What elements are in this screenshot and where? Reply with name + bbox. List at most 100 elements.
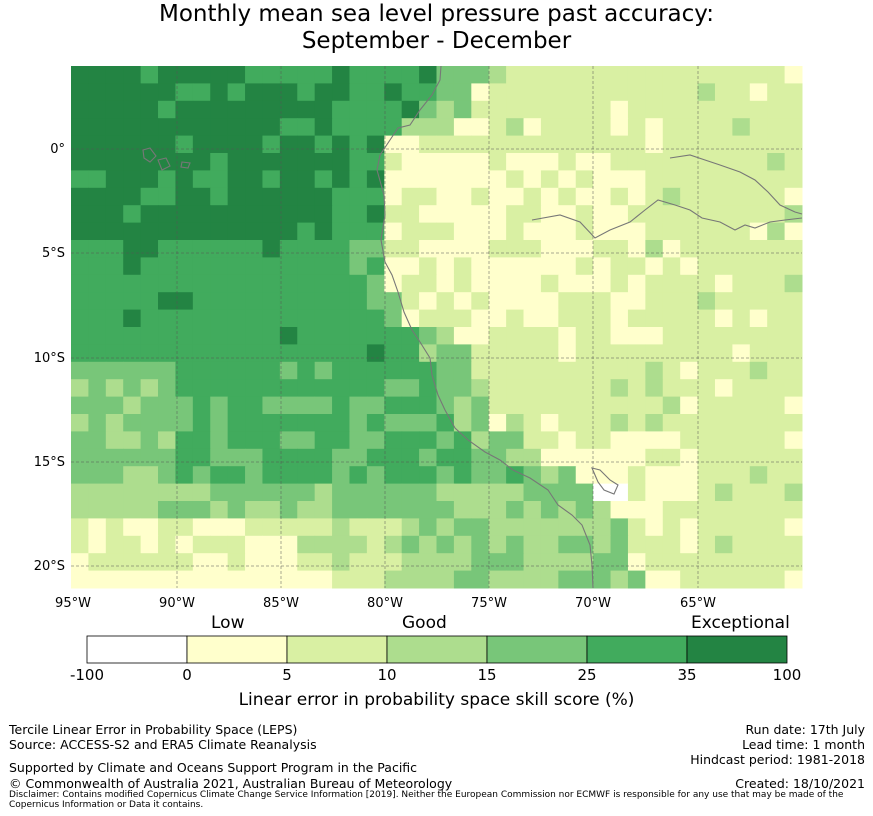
- map-cell: [105, 100, 124, 119]
- map-cell: [140, 100, 159, 119]
- map-cell: [627, 240, 646, 258]
- map-cell: [140, 396, 159, 415]
- map-cell: [732, 535, 751, 554]
- map-cell: [419, 518, 437, 537]
- map-cell: [697, 309, 716, 328]
- map-cell: [140, 83, 159, 102]
- map-cell: [732, 153, 751, 171]
- map-cell: [453, 466, 472, 485]
- map-cell: [680, 344, 699, 363]
- map-cell: [401, 518, 420, 537]
- map-cell: [488, 135, 507, 154]
- map-cell: [384, 292, 403, 311]
- map-cell: [610, 170, 629, 189]
- map-cell: [732, 414, 751, 432]
- map-cell: [627, 135, 646, 154]
- map-cell: [175, 100, 194, 119]
- map-cell: [558, 553, 577, 572]
- map-cell: [123, 205, 142, 224]
- map-cell: [105, 118, 124, 137]
- map-cell: [140, 501, 159, 519]
- map-cell: [697, 501, 716, 519]
- map-cell: [714, 187, 733, 206]
- map-cell: [714, 518, 733, 537]
- map-cell: [262, 292, 281, 311]
- map-cell: [71, 240, 89, 258]
- map-cell: [88, 379, 107, 398]
- map-cell: [401, 431, 420, 450]
- map-cell: [314, 396, 333, 415]
- map-cell: [227, 431, 246, 450]
- map-cell: [140, 379, 159, 398]
- map-cell: [245, 100, 263, 119]
- lake-titicaca: [591, 467, 619, 495]
- map-cell: [488, 170, 507, 189]
- map-cell: [158, 553, 176, 572]
- map-cell: [471, 118, 490, 137]
- map-cell: [123, 448, 142, 467]
- map-cell: [314, 414, 333, 432]
- map-cell: [192, 274, 211, 293]
- map-cell: [540, 448, 559, 467]
- map-cell: [227, 570, 246, 589]
- map-cell: [262, 379, 281, 398]
- map-cell: [697, 448, 716, 467]
- map-cell: [506, 257, 525, 276]
- map-cell: [105, 170, 124, 189]
- map-cell: [71, 257, 89, 276]
- map-cell: [749, 448, 768, 467]
- map-cell: [506, 240, 525, 258]
- map-cell: [262, 501, 281, 519]
- map-cell: [210, 327, 229, 345]
- map-cell: [384, 361, 403, 380]
- map-cell: [366, 344, 385, 363]
- map-cell: [245, 274, 263, 293]
- map-cell: [506, 292, 525, 311]
- map-cell: [419, 66, 437, 84]
- map-cell: [593, 153, 612, 171]
- map-cell: [332, 466, 350, 485]
- map-cell: [71, 309, 89, 328]
- map-cell: [471, 187, 490, 206]
- map-cell: [627, 361, 646, 380]
- map-cell: [384, 483, 403, 502]
- map-cell: [453, 222, 472, 241]
- map-cell: [210, 222, 229, 241]
- map-cell: [227, 483, 246, 502]
- map-cell: [488, 344, 507, 363]
- map-cell: [680, 83, 699, 102]
- colorbar-segment: [186, 635, 288, 664]
- map-cell: [71, 553, 89, 572]
- map-cell: [401, 153, 420, 171]
- map-cell: [436, 518, 455, 537]
- map-cell: [262, 518, 281, 537]
- map-cell: [680, 431, 699, 450]
- map-cell: [662, 553, 681, 572]
- map-cell: [88, 135, 107, 154]
- map-cell: [749, 66, 768, 84]
- lon-label-85w: 85°W: [263, 596, 299, 611]
- map-cell: [210, 187, 229, 206]
- map-cell: [297, 535, 316, 554]
- map-cell: [506, 553, 525, 572]
- map-cell: [680, 118, 699, 137]
- map-cell: [71, 170, 89, 189]
- map-cell: [88, 153, 107, 171]
- map-cell: [767, 344, 786, 363]
- map-cell: [697, 361, 716, 380]
- map-cell: [662, 466, 681, 485]
- map-cell: [645, 379, 664, 398]
- map-cell: [471, 309, 490, 328]
- map-cell: [366, 518, 385, 537]
- map-cell: [767, 501, 786, 519]
- map-cell: [784, 292, 803, 311]
- map-cell: [732, 205, 751, 224]
- map-cell: [453, 570, 472, 589]
- map-cell: [593, 361, 612, 380]
- map-cell: [297, 483, 316, 502]
- map-cell: [262, 431, 281, 450]
- map-cell: [210, 501, 229, 519]
- map-cell: [88, 483, 107, 502]
- map-cell: [297, 518, 316, 537]
- galapagos-islands: [142, 147, 191, 171]
